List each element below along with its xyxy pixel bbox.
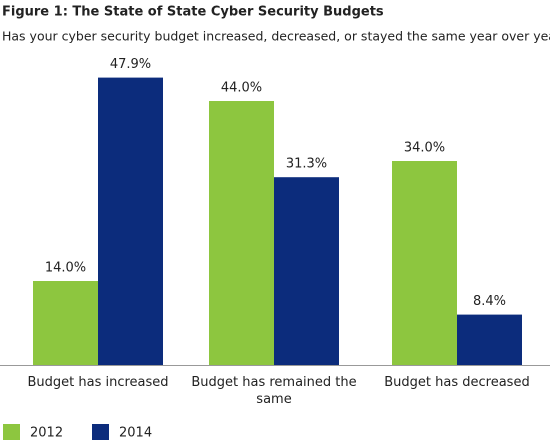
legend-swatch	[92, 424, 109, 440]
bar	[392, 161, 457, 365]
bar	[33, 281, 98, 365]
x-tick-label: Budget has remained the same	[191, 375, 357, 407]
value-label: 8.4%	[473, 294, 506, 309]
bar	[98, 77, 163, 365]
bar	[209, 101, 274, 365]
chart-subtitle: Has your cyber security budget increased…	[2, 29, 550, 44]
chart-title: Figure 1: The State of State Cyber Secur…	[2, 5, 384, 20]
bar	[274, 177, 339, 365]
value-label: 44.0%	[221, 81, 262, 96]
legend-label: 2014	[119, 426, 152, 440]
value-label: 34.0%	[404, 141, 445, 156]
value-label: 47.9%	[110, 57, 151, 72]
x-tick-label: Budget has decreased	[384, 375, 530, 390]
x-tick-label: Budget has increased	[27, 375, 169, 390]
bar	[457, 314, 522, 365]
value-label: 31.3%	[286, 157, 327, 172]
legend-label: 2012	[30, 426, 63, 440]
legend-swatch	[3, 424, 20, 440]
value-label: 14.0%	[45, 261, 86, 276]
